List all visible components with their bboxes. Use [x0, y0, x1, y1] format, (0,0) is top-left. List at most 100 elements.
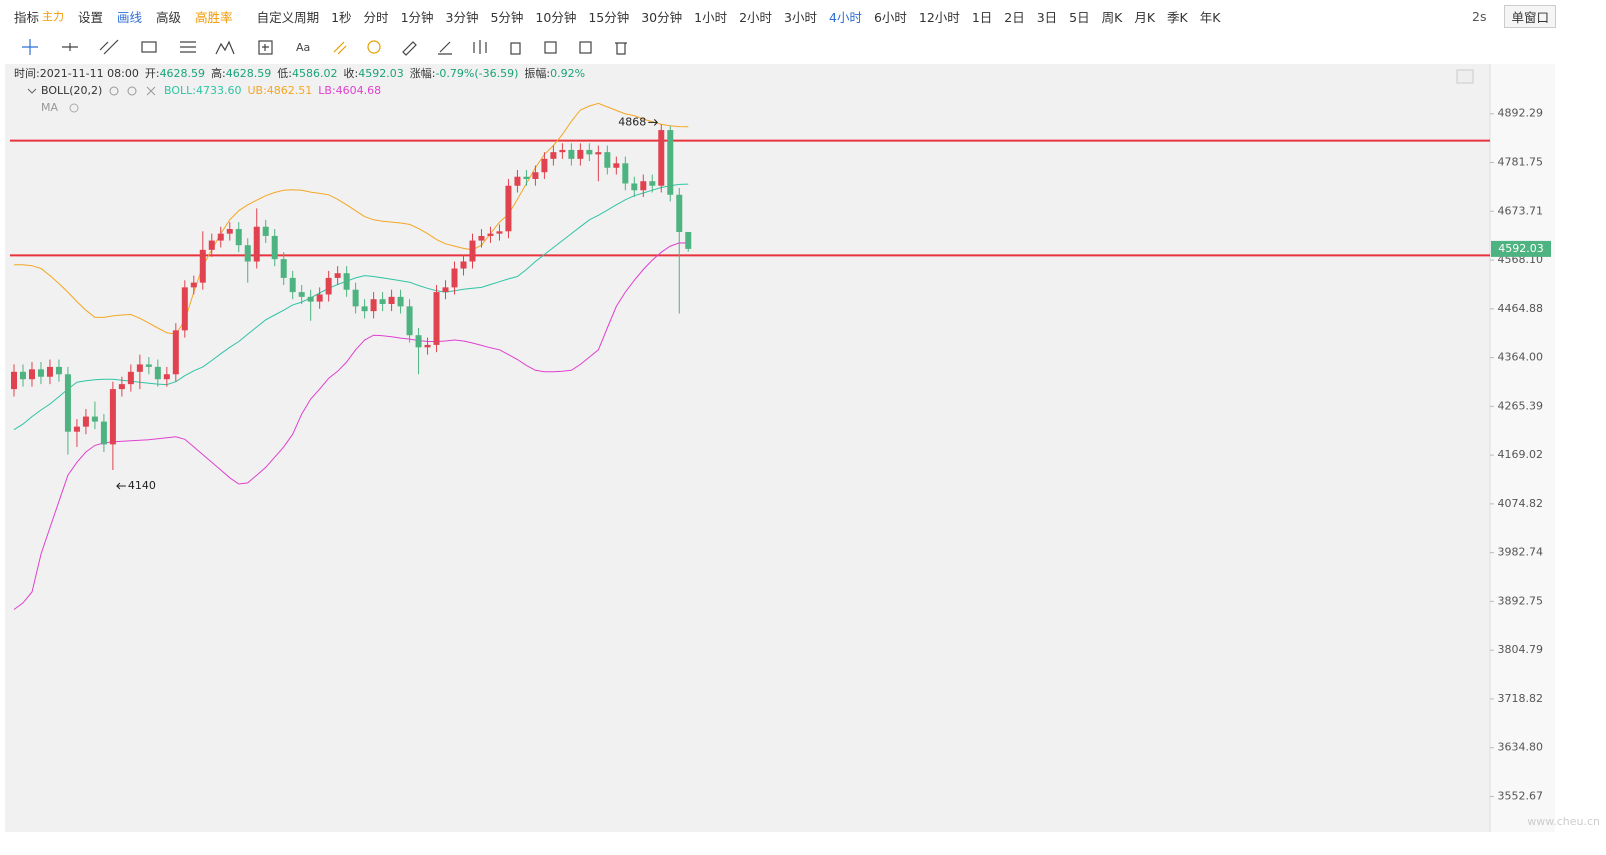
- candle-body: [217, 233, 224, 241]
- period[interactable]: 2小时: [739, 9, 773, 25]
- period[interactable]: 5日: [1069, 9, 1090, 25]
- candle-body: [550, 152, 557, 159]
- settings-icon[interactable]: [127, 86, 137, 96]
- axis-bg: [1490, 64, 1555, 832]
- info-label: 时间:: [14, 67, 40, 80]
- menu-item[interactable]: 指标: [14, 9, 40, 25]
- period[interactable]: 30分钟: [641, 9, 683, 25]
- candle-body: [316, 294, 323, 302]
- period[interactable]: 6小时: [873, 9, 907, 25]
- period[interactable]: 分时: [363, 9, 389, 25]
- eye-icon[interactable]: [109, 86, 119, 96]
- period[interactable]: 5分钟: [490, 9, 524, 25]
- candle-body: [298, 292, 305, 297]
- period[interactable]: 3分钟: [445, 9, 479, 25]
- candle-body: [163, 374, 170, 380]
- chevron[interactable]: [27, 88, 37, 94]
- candle-body: [91, 416, 98, 422]
- candle-body: [127, 371, 134, 385]
- watermark: www.cheu.cn: [1527, 815, 1600, 828]
- period[interactable]: 年K: [1199, 9, 1221, 25]
- info-value: 4592.03: [358, 67, 404, 80]
- candle-body: [559, 149, 566, 153]
- hide-icon[interactable]: [69, 103, 79, 113]
- candle-body: [415, 335, 422, 348]
- price-tag: 4592.03: [1498, 242, 1544, 255]
- candle-body: [370, 299, 377, 312]
- candle-body: [568, 149, 575, 159]
- period[interactable]: 1小时: [694, 9, 728, 25]
- info-value: 4586.02: [292, 67, 338, 80]
- candle-body: [604, 152, 611, 168]
- candle-body: [424, 344, 431, 348]
- candle-body: [181, 287, 188, 331]
- info-label: 高:: [211, 66, 226, 80]
- toolbar: 指标 主力 设置 画线 高级 高胜率 自定义周期 1秒 分时 1分钟 3分钟 5分钟 10分钟 15分钟 3…: [0, 0, 1606, 32]
- legend-item: BOLL:4733.60: [164, 84, 241, 97]
- period[interactable]: 1分钟: [400, 9, 434, 25]
- candle-body: [640, 181, 647, 191]
- menu-item[interactable]: 高级: [156, 9, 182, 25]
- window-mode[interactable]: 单窗口: [1504, 4, 1556, 28]
- text-tool[interactable]: Aa: [296, 41, 310, 54]
- period[interactable]: 4小时: [829, 9, 862, 25]
- y-tick-label: 4673.71: [1498, 204, 1544, 217]
- candle-body: [37, 369, 44, 377]
- period[interactable]: 3日: [1036, 9, 1058, 25]
- candle-body: [55, 366, 62, 375]
- legend-item: UB:4862.51: [247, 84, 312, 97]
- candle-body: [226, 229, 233, 234]
- period[interactable]: 1日: [971, 9, 993, 25]
- y-tick-label: 4074.82: [1498, 497, 1544, 510]
- candle-body: [532, 172, 539, 179]
- candle-body: [388, 296, 395, 304]
- period[interactable]: 2日: [1004, 9, 1025, 25]
- collapse-button[interactable]: [1456, 69, 1474, 84]
- candle-body: [145, 364, 152, 367]
- candle-body: [451, 268, 458, 288]
- y-tick-label: 3552.67: [1498, 789, 1544, 802]
- ma-label: MA: [41, 101, 58, 114]
- menu-tag: 主力: [42, 10, 65, 23]
- info-value: 0.92%: [550, 67, 585, 80]
- info-bar: 时间:2021-11-11 08:00 开:4628.59 高:4628.59 低:4…: [14, 66, 585, 80]
- draw-tools[interactable]: [22, 39, 627, 56]
- menu-item[interactable]: 画线: [117, 9, 143, 25]
- period[interactable]: 12小时: [918, 9, 960, 25]
- custom-period[interactable]: 自定义周期: [256, 9, 320, 25]
- y-tick-label: 4265.39: [1498, 399, 1544, 412]
- indicator-name: BOLL(20,2): [41, 84, 102, 97]
- candle-body: [253, 226, 260, 262]
- period[interactable]: 季K: [1167, 9, 1188, 25]
- candle-body: [280, 259, 287, 278]
- candle-body: [397, 296, 404, 307]
- info-value: -0.79%(-36.59): [435, 67, 518, 80]
- candle-body: [361, 306, 368, 312]
- period[interactable]: 周K: [1101, 9, 1123, 25]
- side-bg: [1555, 64, 1606, 855]
- refresh[interactable]: 2s: [1472, 8, 1487, 24]
- menu-item[interactable]: 高胜率: [195, 9, 233, 25]
- candle-body: [73, 426, 80, 432]
- candle-body: [19, 371, 26, 380]
- candle-body: [271, 235, 278, 260]
- info-label: 振幅:: [524, 66, 550, 80]
- menu-item[interactable]: 设置: [78, 9, 104, 25]
- candle-body: [343, 273, 350, 290]
- period[interactable]: 15分钟: [588, 9, 630, 25]
- y-tick-label: 3718.82: [1498, 692, 1544, 705]
- period[interactable]: 3小时: [784, 9, 817, 25]
- candle-body: [46, 366, 53, 377]
- candle-body: [433, 292, 440, 345]
- period[interactable]: 月K: [1134, 9, 1156, 25]
- close-icon[interactable]: [146, 86, 156, 96]
- candle-body: [442, 287, 449, 293]
- info-label: 低:: [277, 67, 292, 80]
- period[interactable]: 1秒: [331, 9, 352, 25]
- period[interactable]: 10分钟: [535, 9, 577, 25]
- candle-body: [325, 277, 332, 295]
- candle-body: [28, 369, 35, 380]
- y-tick-label: 4364.00: [1498, 351, 1544, 364]
- y-tick-label: 3982.74: [1498, 546, 1544, 559]
